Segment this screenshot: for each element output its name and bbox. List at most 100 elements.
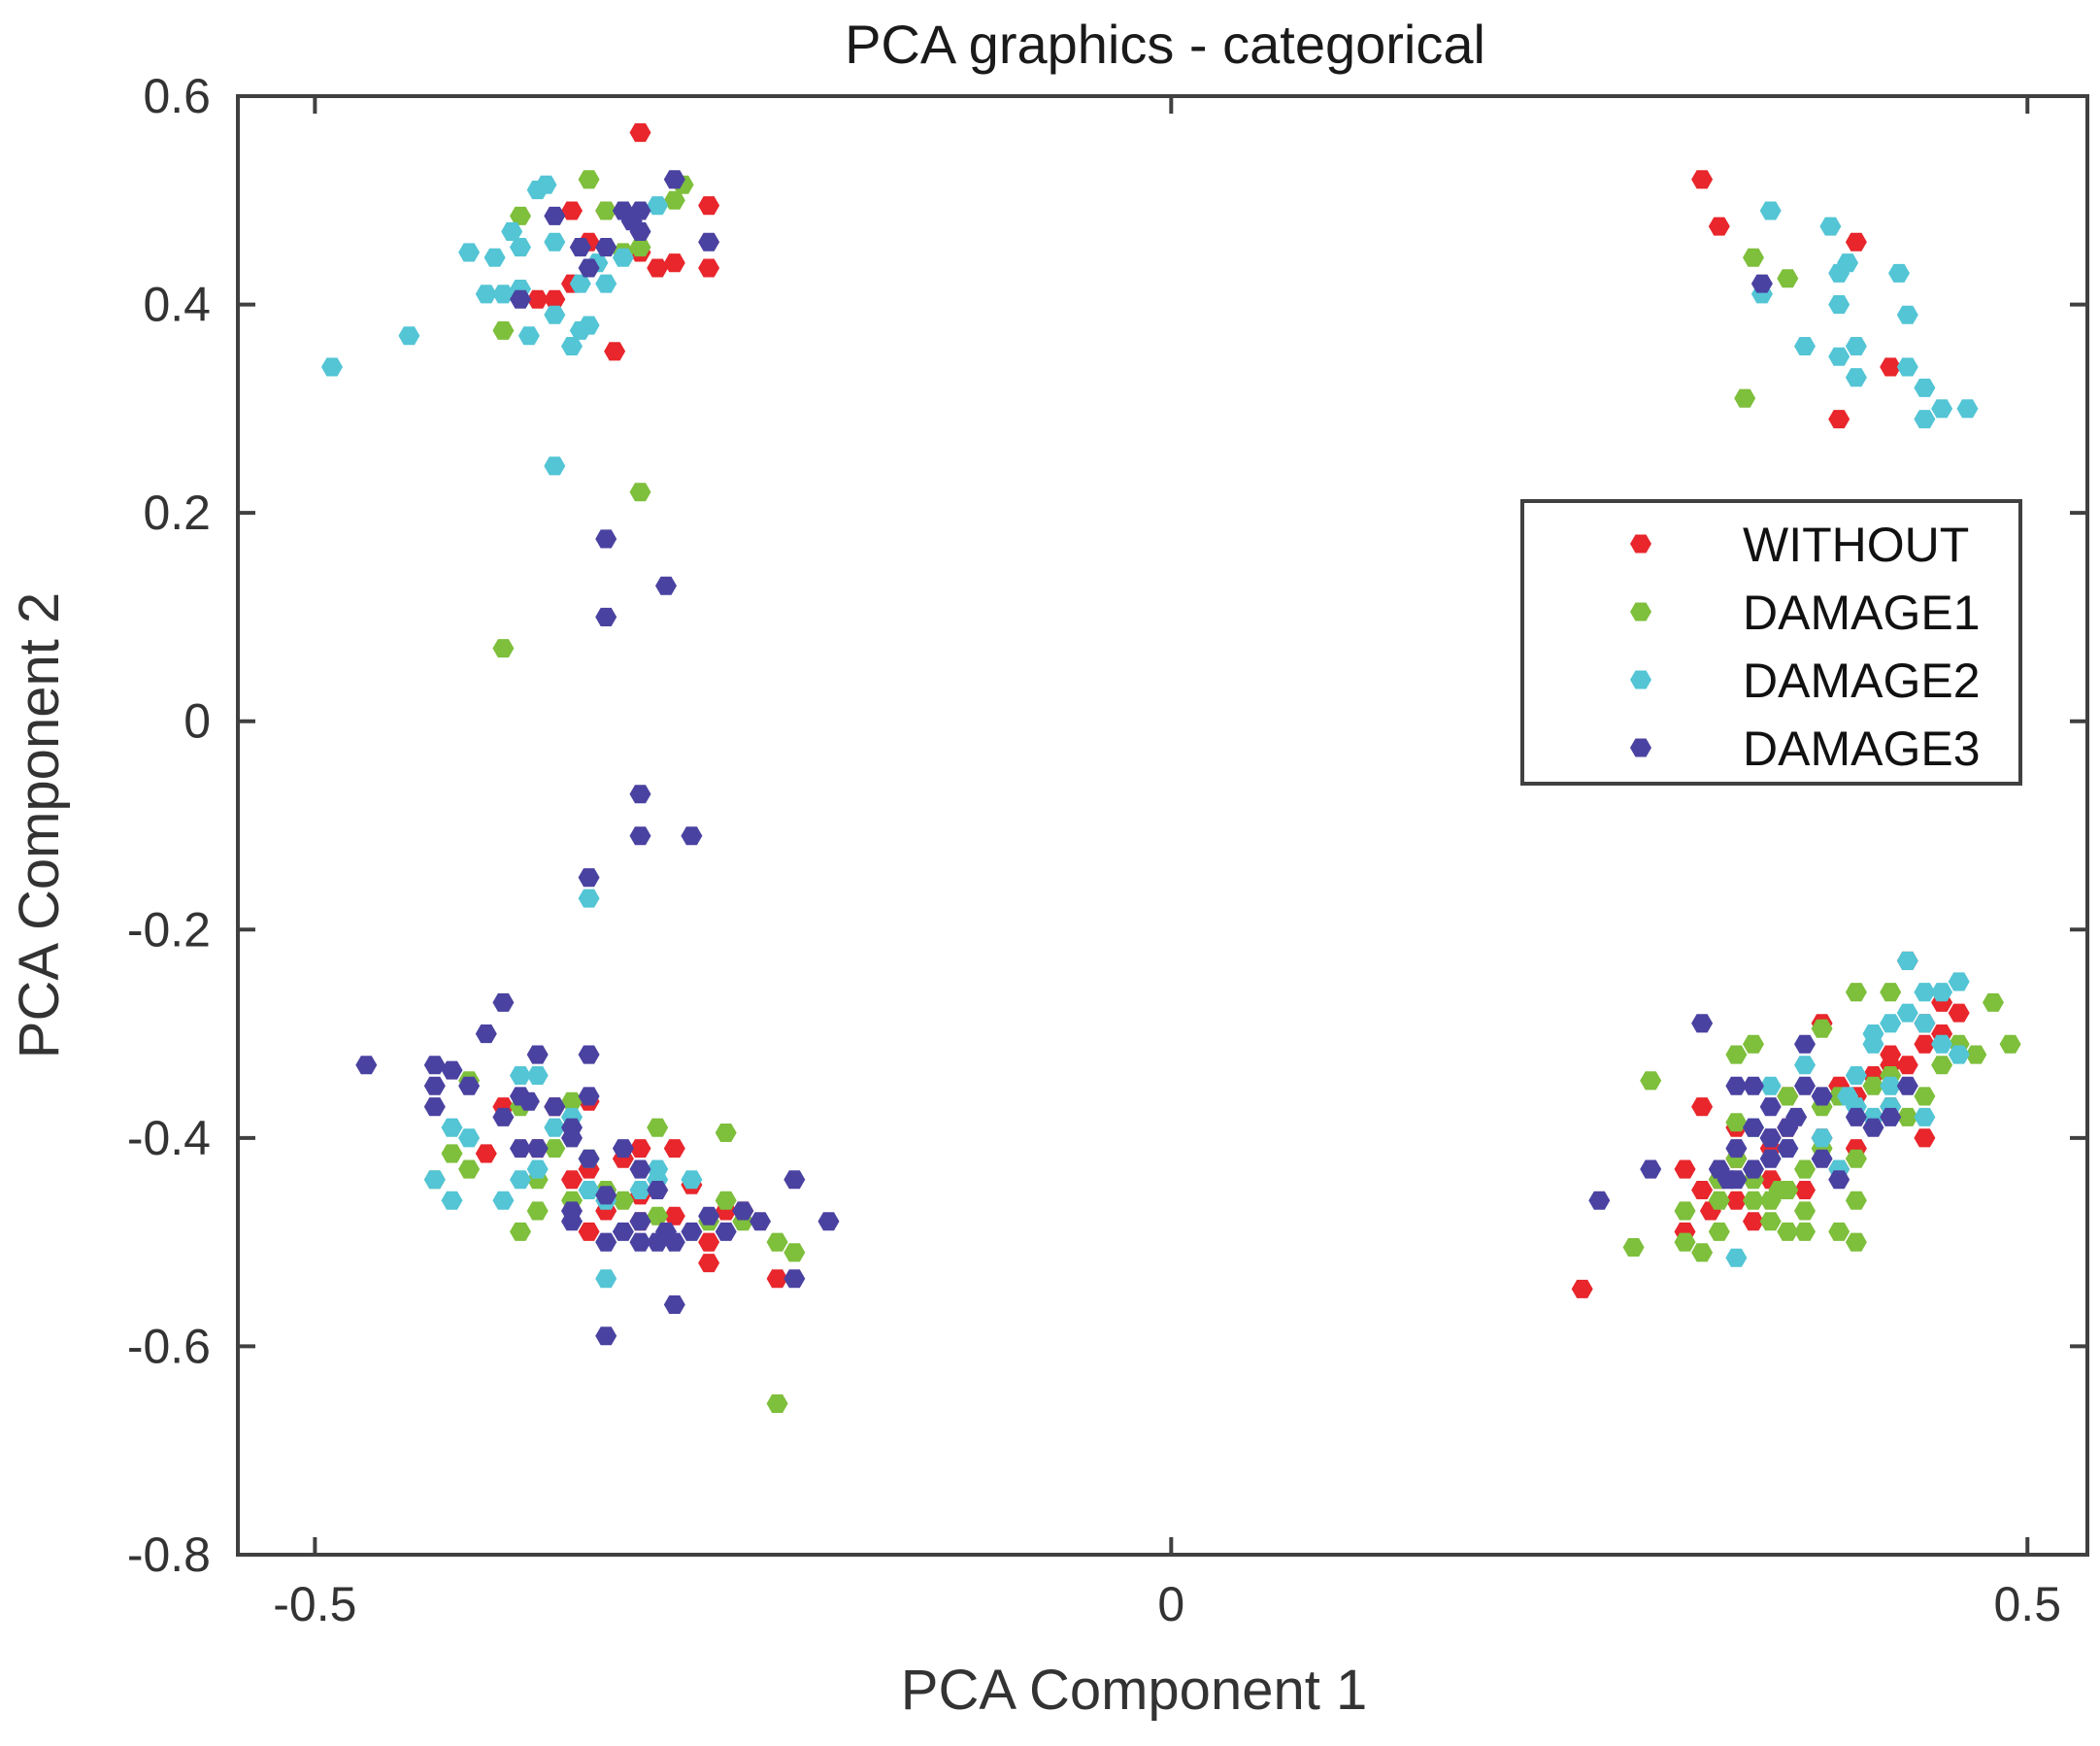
point-without — [1691, 170, 1714, 189]
point-damage3 — [458, 1076, 481, 1095]
point-damage2 — [681, 1170, 703, 1190]
legend-box — [1520, 499, 2022, 786]
point-damage3 — [1640, 1159, 1662, 1179]
legend-marker-damage1 — [1630, 602, 1651, 621]
point-damage1 — [1845, 983, 1867, 1002]
point-damage2 — [1896, 951, 1918, 970]
point-without — [698, 196, 720, 216]
point-without — [1725, 1191, 1748, 1210]
point-damage3 — [715, 1222, 737, 1241]
point-damage1 — [578, 170, 600, 189]
point-damage1 — [1734, 388, 1756, 408]
point-damage3 — [1845, 1107, 1867, 1126]
point-damage3 — [1880, 1107, 1902, 1126]
point-damage2 — [1794, 337, 1816, 355]
point-without — [698, 1254, 720, 1273]
point-without — [1691, 1181, 1714, 1199]
point-without — [1880, 1045, 1902, 1064]
point-without — [1708, 217, 1730, 236]
point-damage1 — [595, 201, 617, 220]
point-damage1 — [647, 1206, 669, 1226]
point-damage2 — [1845, 1066, 1867, 1085]
point-damage2 — [1896, 357, 1918, 377]
point-without — [629, 1139, 651, 1158]
point-damage2 — [1914, 1014, 1936, 1033]
point-without — [1674, 1159, 1696, 1179]
point-damage3 — [629, 1212, 651, 1231]
point-without — [1743, 1212, 1764, 1231]
point-damage1 — [1999, 1034, 2021, 1054]
point-without — [1914, 1034, 1936, 1054]
point-damage1 — [1768, 1181, 1790, 1199]
point-damage2 — [423, 1170, 446, 1190]
point-without — [604, 342, 626, 361]
point-damage2 — [501, 221, 523, 241]
point-damage3 — [569, 238, 591, 257]
point-damage2 — [510, 238, 531, 257]
point-damage1 — [510, 206, 531, 225]
y-tick-label: 0 — [183, 694, 211, 749]
point-damage2 — [629, 1181, 651, 1199]
point-damage2 — [561, 337, 583, 355]
point-without — [561, 201, 583, 220]
point-damage2 — [544, 456, 566, 476]
point-damage3 — [1862, 1118, 1884, 1137]
point-damage3 — [517, 1091, 540, 1111]
axes-layer: -0.5 0 0.5 -0.8 -0.6 -0.4 -0.2 0 0.2 0.4 0.6 — [127, 69, 2087, 1631]
point-damage1 — [492, 320, 515, 340]
point-damage2 — [321, 357, 343, 377]
x-tick-label: 0 — [1157, 1577, 1184, 1631]
point-damage1 — [1828, 1222, 1850, 1241]
point-damage2 — [1845, 368, 1867, 387]
y-tick-label: 0.6 — [143, 69, 211, 123]
point-without — [663, 253, 685, 273]
point-damage3 — [1759, 1149, 1782, 1168]
point-damage2 — [526, 1159, 549, 1179]
point-damage3 — [783, 1269, 806, 1289]
point-without — [698, 1232, 720, 1252]
x-tick-label: 0.5 — [1994, 1577, 2062, 1631]
point-damage1 — [647, 1118, 669, 1137]
point-damage2 — [1914, 410, 1936, 429]
point-damage3 — [423, 1097, 446, 1117]
point-damage2 — [595, 274, 617, 293]
point-damage1 — [1880, 983, 1902, 1002]
point-damage2 — [1725, 1248, 1748, 1267]
y-tick-label: -0.4 — [127, 1111, 211, 1165]
point-damage2 — [612, 248, 634, 267]
point-damage3 — [663, 1295, 685, 1314]
point-damage3 — [629, 201, 651, 220]
point-damage3 — [1588, 1191, 1611, 1210]
point-damage2 — [458, 1128, 481, 1148]
point-damage3 — [1777, 1139, 1799, 1158]
point-damage1 — [1674, 1201, 1696, 1221]
point-damage3 — [1785, 1107, 1808, 1126]
point-damage3 — [629, 1232, 651, 1252]
point-damage1 — [1777, 1222, 1799, 1241]
y-axis-label: PCA Component 2 — [8, 592, 71, 1058]
point-damage1 — [1708, 1191, 1730, 1210]
point-damage1 — [1811, 1019, 1833, 1038]
point-damage2 — [441, 1118, 463, 1137]
point-damage2 — [1811, 1128, 1833, 1148]
point-damage2 — [1914, 1107, 1936, 1126]
point-damage1 — [1845, 1232, 1867, 1252]
point-damage3 — [423, 1056, 446, 1075]
point-damage1 — [1777, 1087, 1799, 1106]
point-damage3 — [595, 1186, 617, 1205]
point-damage3 — [1828, 1170, 1850, 1190]
point-damage3 — [629, 221, 651, 241]
point-damage1 — [1759, 1212, 1782, 1231]
point-damage2 — [578, 316, 600, 335]
point-damage3 — [817, 1212, 840, 1231]
legend-label-damage1: DAMAGE1 — [1743, 586, 1981, 640]
point-damage2 — [544, 305, 566, 324]
point-damage3 — [492, 992, 515, 1012]
point-damage3 — [578, 1045, 600, 1064]
point-damage2 — [492, 285, 515, 304]
point-damage2 — [1828, 347, 1850, 366]
point-damage2 — [510, 1170, 531, 1190]
point-damage3 — [1743, 1076, 1764, 1095]
point-damage2 — [526, 1066, 549, 1085]
